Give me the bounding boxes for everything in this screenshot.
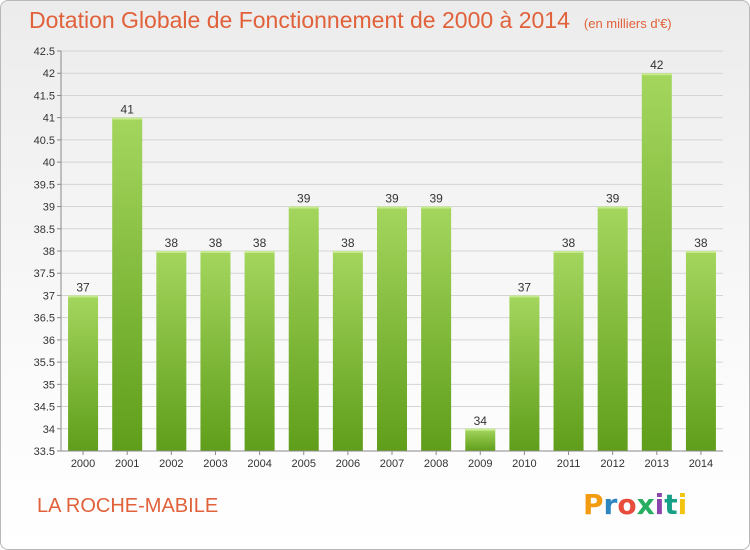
y-axis-ticks: 33.5 34 34.5 35 35.5 36 36.5 37 37.5 38 38.5 39 39.5… [34, 46, 61, 458]
logo-letter: i [677, 488, 688, 521]
data-label-2012: 39 [606, 192, 620, 206]
x-tick-label-2009: 2009 [468, 458, 492, 470]
bar-2003 [200, 251, 231, 451]
bar-highlight [244, 251, 275, 253]
y-tick-label: 36 [43, 335, 55, 347]
x-tick-label-2010: 2010 [512, 458, 536, 470]
y-tick-label: 39.5 [34, 179, 55, 191]
x-tick-label-2001: 2001 [115, 458, 139, 470]
data-label-2013: 42 [650, 58, 664, 72]
y-tick-label: 40.5 [34, 135, 55, 147]
y-tick-label: 37.5 [34, 268, 55, 280]
bar-highlight [156, 251, 187, 253]
y-tick-label: 36.5 [34, 313, 55, 325]
y-tick-label: 38 [43, 246, 55, 258]
y-tick-label: 33.5 [34, 446, 55, 458]
y-tick-label: 34 [43, 424, 55, 436]
y-tick-label: 34.5 [34, 402, 55, 414]
data-label-2011: 38 [562, 236, 576, 250]
bar-2006 [332, 251, 363, 451]
bar-2012 [597, 206, 628, 451]
y-tick-label: 39 [43, 202, 55, 214]
logo-letter: o [617, 488, 637, 521]
data-label-2010: 37 [518, 280, 532, 294]
axes [60, 51, 723, 452]
chart-header: Dotation Globale de Fonctionnement de 20… [29, 7, 672, 34]
y-tick-label: 41 [43, 113, 55, 125]
bar-2001 [112, 117, 143, 452]
bar-2009 [465, 428, 496, 451]
y-tick-label: 35.5 [34, 357, 55, 369]
logo-letter: x [636, 488, 655, 521]
data-label-2001: 41 [121, 103, 135, 117]
bar-2002 [156, 251, 187, 451]
y-tick-label: 40 [43, 157, 55, 169]
y-tick-label: 42.5 [34, 46, 55, 58]
x-tick-label-2007: 2007 [380, 458, 404, 470]
bar-2004 [244, 251, 275, 451]
bar-2008 [421, 206, 452, 451]
bars [68, 73, 716, 452]
x-tick-label-2013: 2013 [645, 458, 669, 470]
data-labels: 37 41 38 38 38 39 38 39 39 34 37 38 39 42 38 [76, 58, 708, 428]
bar-highlight [685, 251, 716, 253]
y-tick-label: 42 [43, 68, 55, 80]
bar-2007 [377, 206, 407, 451]
data-label-2003: 38 [209, 236, 223, 250]
bar-2011 [553, 251, 584, 451]
bar-2005 [288, 206, 319, 451]
x-tick-label-2014: 2014 [689, 458, 713, 470]
data-label-2006: 38 [341, 236, 355, 250]
data-label-2008: 39 [429, 192, 443, 206]
bar-2000 [68, 295, 99, 451]
x-tick-label-2004: 2004 [247, 458, 271, 470]
data-label-2014: 38 [694, 236, 708, 250]
bar-2014 [685, 251, 716, 451]
bar-highlight [597, 206, 628, 209]
logo-letter: t [664, 488, 678, 521]
y-tick-label: 37 [43, 290, 55, 302]
x-tick-label-2011: 2011 [557, 458, 581, 470]
bar-highlight [288, 206, 319, 209]
data-label-2005: 39 [297, 192, 311, 206]
y-tick-label: 35 [43, 379, 55, 391]
chart-unit: (en milliers d'€) [583, 16, 672, 31]
data-label-2000: 37 [76, 280, 90, 294]
y-tick-label: 38.5 [34, 224, 55, 236]
bar-2013 [641, 73, 672, 451]
bar-highlight [641, 73, 672, 76]
x-tick-label-2008: 2008 [424, 458, 448, 470]
chart-title: Dotation Globale de Fonctionnement de 20… [29, 7, 570, 33]
x-tick-label-2002: 2002 [159, 458, 183, 470]
commune-name: LA ROCHE-MABILE [37, 495, 219, 517]
x-tick-label-2003: 2003 [203, 458, 227, 470]
bar-highlight [377, 206, 407, 209]
x-tick-label-2000: 2000 [71, 458, 95, 470]
data-label-2004: 38 [253, 236, 267, 250]
logo-letter: r [603, 488, 618, 521]
x-tick-label-2005: 2005 [291, 458, 315, 470]
bar-highlight [332, 251, 363, 253]
x-axis-ticks: 2000 2001 2002 2003 2004 2005 2006 2007 2008 2009… [71, 451, 713, 470]
data-label-2009: 34 [474, 414, 488, 428]
bar-highlight [200, 251, 231, 253]
x-tick-label-2012: 2012 [600, 458, 624, 470]
bar-highlight [465, 428, 496, 431]
bar-highlight [112, 117, 143, 120]
bar-2010 [509, 295, 540, 451]
data-label-2007: 39 [385, 192, 399, 206]
proxiti-logo: Proxiti [583, 488, 687, 521]
bar-highlight [421, 206, 452, 209]
bar-highlight [68, 295, 99, 298]
data-label-2002: 38 [165, 236, 179, 250]
logo-letter: P [583, 488, 604, 521]
y-tick-label: 41.5 [34, 90, 55, 102]
bar-highlight [509, 295, 540, 298]
bar-highlight [553, 251, 584, 253]
logo-letter: i [654, 488, 665, 521]
x-tick-label-2006: 2006 [336, 458, 360, 470]
